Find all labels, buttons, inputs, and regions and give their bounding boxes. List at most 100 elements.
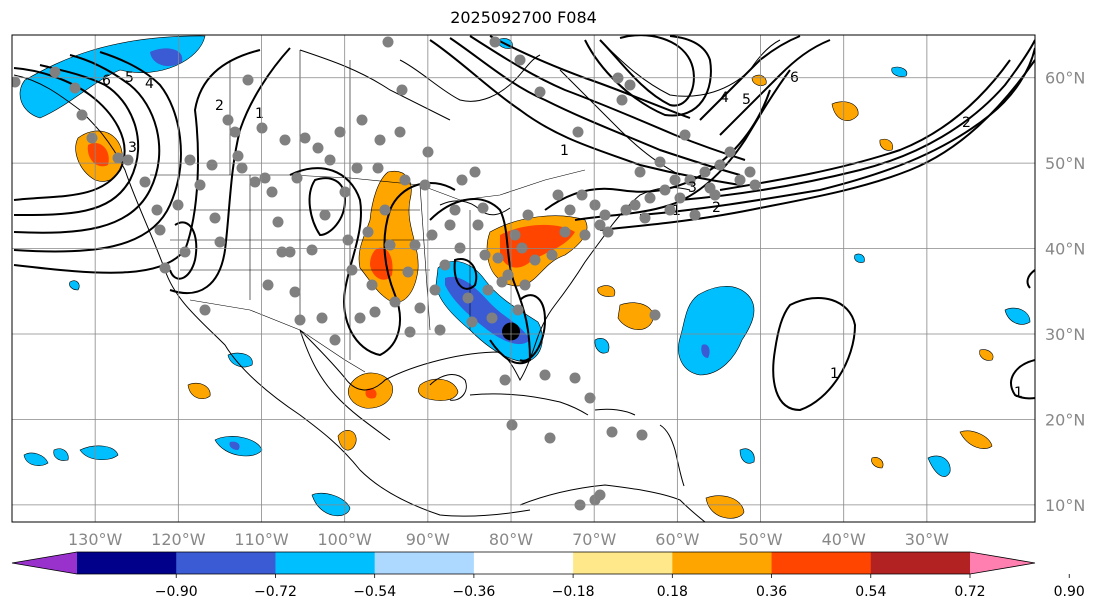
station-dot <box>477 202 489 214</box>
station-dot <box>516 242 528 254</box>
station-dot <box>444 219 456 231</box>
south-america-coast <box>519 484 706 522</box>
colorbar-segment <box>473 552 574 574</box>
negative-anomaly-area <box>1004 307 1031 325</box>
hudson-bay <box>399 54 541 102</box>
station-dot <box>479 249 491 261</box>
station-dot <box>636 429 648 441</box>
colorbar-tick-label: −0.72 <box>254 584 297 600</box>
contour-label: 4 <box>145 76 154 92</box>
colorbar-tick-label: −0.18 <box>552 584 595 600</box>
station-dot <box>249 176 261 188</box>
station-dot <box>606 426 618 438</box>
station-dots <box>12 36 761 511</box>
station-dot <box>576 189 588 201</box>
station-dot <box>522 209 534 221</box>
hispaniola <box>594 408 636 416</box>
station-dot <box>684 174 696 186</box>
negative-anomaly-area <box>891 66 908 77</box>
station-dot <box>374 134 386 146</box>
colorbar <box>11 551 1036 575</box>
negative-anomaly-area <box>927 455 951 477</box>
station-dot <box>394 126 406 138</box>
station-dot <box>299 132 311 144</box>
station-dot <box>259 172 271 184</box>
station-dot <box>734 174 746 186</box>
station-dot <box>404 326 416 338</box>
contour-label: 6 <box>102 73 111 89</box>
station-dot <box>372 162 384 174</box>
negative-anomaly-core <box>229 441 240 450</box>
station-dot <box>529 254 541 266</box>
colorbar-tick-label: 0.36 <box>756 584 787 600</box>
negative-anomaly-area <box>227 352 253 368</box>
station-dot <box>266 186 278 198</box>
station-dot <box>262 279 274 291</box>
station-dot <box>512 304 524 316</box>
lon-label: 90°W <box>406 530 450 549</box>
station-dot <box>472 219 484 231</box>
contour-line <box>169 47 291 295</box>
latitude-labels: 10°N 20°N 30°N 40°N 50°N 60°N <box>1045 69 1085 515</box>
positive-anomaly-area <box>337 430 357 451</box>
lon-label: 80°W <box>489 530 533 549</box>
colorbar-segment <box>672 552 773 574</box>
station-dot <box>229 126 241 138</box>
positive-anomaly-area <box>705 495 745 519</box>
negative-anomaly-area <box>854 253 865 263</box>
station-dot <box>639 212 651 224</box>
negative-anomaly-area <box>69 280 80 291</box>
station-dot <box>159 262 171 274</box>
contour-line <box>169 221 198 280</box>
station-dot <box>199 304 211 316</box>
station-dot <box>379 204 391 216</box>
contour-line <box>13 49 261 274</box>
contour-line <box>469 35 746 161</box>
station-dot <box>419 179 431 191</box>
station-dot <box>749 179 761 191</box>
lon-label: 70°W <box>572 530 616 549</box>
contour-label: 2 <box>712 200 721 216</box>
contour-line <box>1010 359 1035 400</box>
station-dot <box>184 154 196 166</box>
colorbar-tick-label: −0.36 <box>452 584 495 600</box>
station-dot <box>669 174 681 186</box>
station-dot <box>489 36 501 48</box>
contour-label: 1 <box>672 203 681 219</box>
station-dot <box>539 369 551 381</box>
positive-anomaly-area <box>879 138 893 151</box>
contour-label: 3 <box>688 180 697 196</box>
station-dot <box>620 204 632 216</box>
station-dot <box>552 189 564 201</box>
contour-line <box>699 35 801 121</box>
colorbar-segment <box>573 552 673 574</box>
station-dot <box>429 284 441 296</box>
canada-interior <box>299 49 451 121</box>
negative-anomaly-core <box>701 344 710 358</box>
station-dot <box>559 226 571 238</box>
station-dot <box>744 166 756 178</box>
negative-anomaly-area <box>23 452 49 466</box>
station-dot <box>389 296 401 308</box>
station-dot <box>654 156 666 168</box>
colorbar-segment <box>870 552 971 574</box>
colorbar-segment <box>176 552 276 574</box>
station-dot <box>399 174 411 186</box>
station-dot <box>486 312 498 324</box>
lat-label: 60°N <box>1045 69 1085 88</box>
station-dot <box>634 166 646 178</box>
contour-line <box>429 198 532 365</box>
station-dot <box>312 142 324 154</box>
state-line <box>419 184 431 331</box>
positive-anomaly-area <box>187 382 211 399</box>
colorbar-tick-label: 0.72 <box>954 584 985 600</box>
colorbar-tick-label: −0.54 <box>353 584 396 600</box>
station-dot <box>534 86 546 98</box>
station-dot <box>334 126 346 138</box>
colorbar-segment <box>771 552 872 574</box>
colorbar-extend-high <box>970 552 1035 574</box>
lon-label: 110°W <box>234 530 289 549</box>
station-dot <box>564 204 576 216</box>
station-dot <box>242 74 254 86</box>
